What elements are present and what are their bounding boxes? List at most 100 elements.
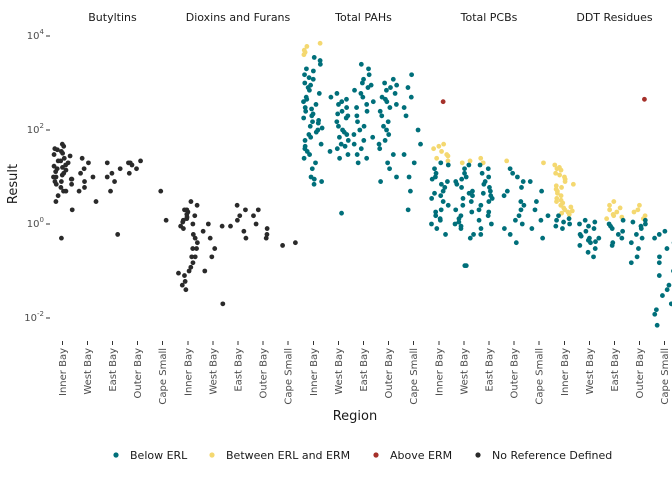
data-point — [408, 188, 413, 194]
data-point — [541, 160, 546, 166]
data-point — [619, 235, 625, 241]
data-point — [126, 170, 132, 176]
data-point — [634, 232, 639, 237]
data-point — [558, 167, 564, 173]
data-point — [61, 143, 67, 149]
data-point — [302, 138, 308, 143]
data-point — [53, 199, 59, 204]
data-point — [445, 153, 451, 159]
data-point — [429, 221, 434, 227]
data-point — [394, 82, 400, 88]
data-point — [301, 99, 306, 105]
data-point — [478, 232, 484, 237]
data-point — [344, 132, 350, 137]
data-point — [264, 232, 270, 237]
data-point — [642, 96, 647, 102]
data-point — [593, 239, 598, 245]
data-point — [582, 217, 588, 223]
legend-label: Between ERL and ERM — [226, 449, 350, 462]
data-point — [596, 235, 602, 241]
data-point — [467, 235, 473, 241]
data-point — [311, 181, 317, 187]
data-point — [638, 226, 644, 231]
data-point — [403, 113, 409, 119]
data-point — [504, 188, 510, 194]
data-point — [69, 207, 75, 213]
legend-label: No Reference Defined — [492, 449, 612, 462]
data-point — [386, 132, 392, 137]
data-point — [344, 105, 350, 110]
data-point — [652, 235, 657, 241]
data-point — [592, 246, 598, 251]
data-point — [243, 235, 249, 241]
data-point — [554, 199, 559, 204]
data-point — [292, 240, 298, 246]
data-point — [309, 113, 315, 119]
data-point — [507, 232, 513, 237]
data-point — [308, 134, 314, 140]
data-point — [656, 273, 662, 278]
y-tick-label: 104 — [27, 28, 45, 42]
data-point — [138, 158, 143, 164]
data-point — [385, 160, 391, 166]
data-point — [317, 58, 323, 63]
data-point — [634, 254, 640, 260]
data-point — [301, 115, 307, 121]
data-point — [384, 87, 389, 93]
data-point — [486, 199, 492, 204]
data-point — [445, 202, 451, 208]
data-point — [182, 279, 188, 284]
data-point — [377, 108, 383, 114]
data-point — [310, 119, 315, 125]
legend-item: Below ERL — [113, 449, 188, 462]
x-tick-label: Inner Bay — [435, 348, 446, 396]
data-point — [59, 172, 65, 178]
data-point — [604, 216, 610, 222]
data-point — [529, 226, 535, 231]
data-point — [126, 160, 131, 166]
data-point — [188, 264, 194, 270]
data-point — [336, 102, 341, 107]
data-point — [666, 282, 672, 288]
data-point — [460, 196, 466, 201]
x-tick-label: Inner Bay — [58, 348, 69, 396]
data-point — [469, 209, 475, 215]
data-point — [51, 152, 57, 157]
data-point — [438, 160, 444, 166]
legend-key — [209, 452, 215, 458]
x-tick-label: Cape Small — [535, 348, 546, 405]
data-point — [415, 127, 421, 133]
y-axis: 10-2 100 102 104 — [24, 28, 50, 324]
x-tick-label: Cape Small — [158, 348, 169, 405]
data-points — [51, 40, 672, 328]
data-point — [81, 166, 87, 172]
data-point — [433, 170, 439, 176]
data-point — [82, 179, 87, 184]
x-tick-label: West Bay — [585, 348, 596, 395]
data-point — [586, 223, 591, 229]
data-point — [370, 99, 376, 105]
data-point — [439, 149, 444, 154]
data-point — [93, 199, 99, 204]
data-point — [639, 235, 645, 241]
data-point — [471, 232, 476, 237]
data-point — [335, 111, 341, 117]
data-point — [358, 146, 364, 152]
data-point — [382, 138, 388, 143]
data-point — [344, 96, 349, 102]
data-point — [445, 162, 451, 168]
data-point — [617, 205, 623, 211]
data-point — [158, 188, 164, 194]
x-axis: Inner Bay West Bay East Bay Outer Bay Cape S… — [58, 341, 671, 405]
data-point — [190, 232, 196, 237]
x-axis-title: Region — [333, 409, 378, 424]
data-point — [635, 207, 641, 213]
data-point — [566, 216, 572, 222]
data-point — [342, 143, 348, 149]
data-point — [189, 254, 195, 260]
data-point — [337, 155, 342, 161]
data-point — [86, 160, 91, 166]
data-point — [181, 226, 186, 231]
data-point — [176, 270, 181, 276]
data-point — [82, 185, 87, 190]
